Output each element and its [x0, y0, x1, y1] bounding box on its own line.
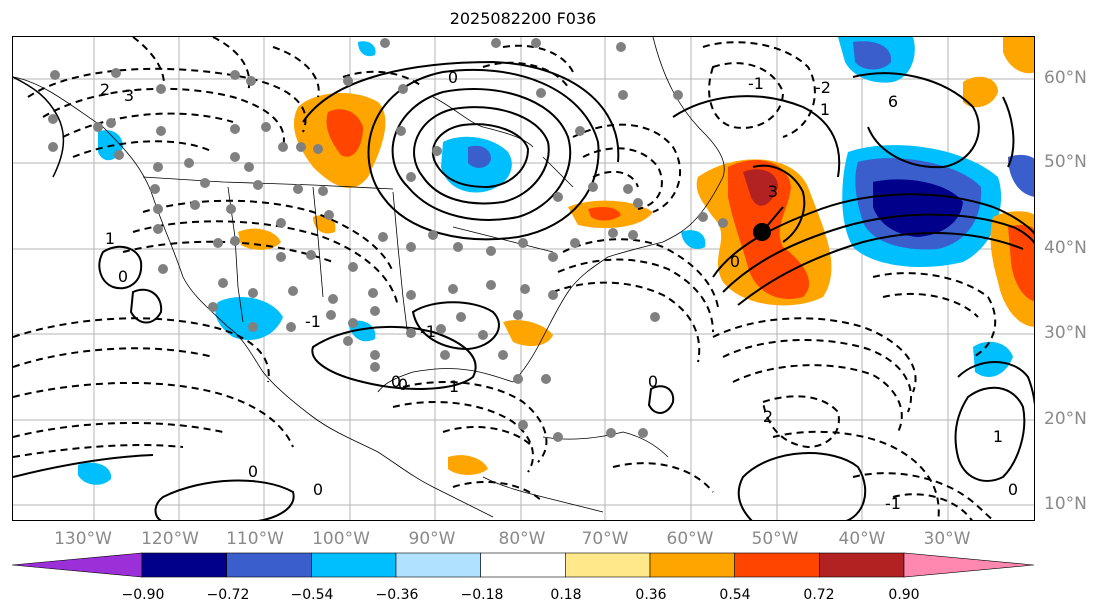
contour-label: 1: [993, 427, 1003, 446]
lon-label: 30°W: [923, 529, 971, 549]
contour-label: 0: [118, 267, 128, 286]
contour-label: 1: [820, 100, 830, 119]
contour-label: 0: [391, 372, 401, 391]
graticule: [13, 37, 1034, 520]
contour-label: 2: [763, 407, 773, 426]
map-panel: 2 3 0 -1 1 -2 3 6 0 1 0 -1 2 0 0 1 0 -1 …: [12, 36, 1035, 521]
colorbar-segment: [565, 552, 651, 578]
lat-label: 10°N: [1044, 494, 1087, 514]
contour-label: 3: [768, 182, 778, 201]
contour-label: 0: [648, 372, 658, 391]
colorbar-tick: −0.72: [206, 587, 250, 603]
colorbar-segment: [141, 552, 227, 578]
shade-positive-nw-core: [326, 109, 363, 157]
contour-label: -1: [420, 322, 436, 341]
lat-label: 50°N: [1044, 152, 1087, 172]
colorbar-segment: [480, 552, 566, 578]
colorbar-tick: 0.18: [550, 587, 582, 603]
contour-label: 3: [124, 86, 134, 105]
colorbar-tick: −0.18: [460, 587, 504, 603]
lat-label: 40°N: [1044, 238, 1087, 258]
colorbar-tick: 0.36: [635, 587, 667, 603]
shaded-anomalies: [78, 37, 1034, 485]
colorbar-tick: −0.36: [375, 587, 419, 603]
station-dots: [48, 38, 728, 442]
map-title: 2025082200 F036: [449, 9, 597, 28]
colorbar-segment: [226, 552, 312, 578]
contour-labels: 2 3 0 -1 1 -2 3 6 0 1 0 -1 2 0 0 1 0 -1 …: [100, 68, 1018, 513]
contour-label: -1: [885, 494, 901, 513]
colorbar-segment: [311, 552, 397, 578]
shade-positive-atlantic-c: [743, 169, 778, 206]
contour-label: 2: [100, 80, 110, 99]
colorbar-segment: [734, 552, 820, 578]
lon-label: 70°W: [581, 529, 629, 549]
shade-negative-mexico: [215, 297, 283, 341]
shade-negative-ne: [1008, 154, 1034, 197]
contour-label: 0: [248, 462, 258, 481]
lon-label: 130°W: [54, 529, 112, 549]
shade-positive-ne: [963, 76, 998, 108]
shade-positive-east-core: [1008, 224, 1034, 302]
lon-label: 110°W: [226, 529, 284, 549]
lat-label: 60°N: [1044, 68, 1087, 88]
contour-label: 0: [448, 68, 458, 87]
contour-label: 1: [449, 377, 459, 396]
shade-negative-small1: [681, 230, 706, 249]
contour-label: 6: [888, 92, 898, 111]
lon-label: 100°W: [312, 529, 370, 549]
colorbar-tick: 0.54: [719, 587, 751, 603]
contour-label: 0: [730, 252, 740, 271]
colorbar-segment: [819, 552, 905, 578]
shade-negative-se: [973, 341, 1013, 377]
shade-negative-north-core: [853, 41, 892, 70]
lat-label: 20°N: [1044, 409, 1087, 429]
contour-label: 0: [313, 480, 323, 499]
colorbar-extend-low: [11, 552, 143, 578]
contour-label: 1: [105, 229, 115, 248]
colorbar-extend-high: [903, 552, 1035, 578]
colorbar-segment: [395, 552, 481, 578]
colorbar-tick: 0.72: [803, 587, 835, 603]
contour-label: 0: [1008, 480, 1018, 499]
shade-positive-gulf: [503, 320, 553, 347]
contour-label: -1: [748, 74, 764, 93]
contour-label: -2: [815, 78, 831, 97]
shade-positive-carib: [448, 455, 488, 475]
colorbar: [11, 552, 1035, 578]
lat-label: 30°N: [1044, 323, 1087, 343]
contours: [13, 37, 1034, 520]
colorbar-segment: [649, 552, 735, 578]
colorbar-tick: −0.90: [121, 587, 165, 603]
lon-label: 50°W: [751, 529, 799, 549]
shade-positive-east-coast-core: [588, 207, 621, 221]
shade-negative-small2: [358, 41, 376, 57]
contour-label: 0: [398, 375, 408, 394]
lon-label: 120°W: [141, 529, 199, 549]
contour-label: -1: [305, 312, 321, 331]
shade-positive-plains: [238, 228, 281, 250]
lon-label: 40°W: [838, 529, 886, 549]
lon-label: 90°W: [408, 529, 456, 549]
lon-label: 60°W: [666, 529, 714, 549]
lon-label: 80°W: [498, 529, 546, 549]
map-canvas: 2 3 0 -1 1 -2 3 6 0 1 0 -1 2 0 0 1 0 -1 …: [13, 37, 1034, 520]
shade-negative-greatlakes-core: [468, 145, 491, 168]
shade-negative-sw: [78, 462, 112, 485]
shade-positive-ne2: [1003, 37, 1034, 74]
colorbar-tick: −0.54: [290, 587, 334, 603]
colorbar-tick: 0.90: [888, 587, 920, 603]
